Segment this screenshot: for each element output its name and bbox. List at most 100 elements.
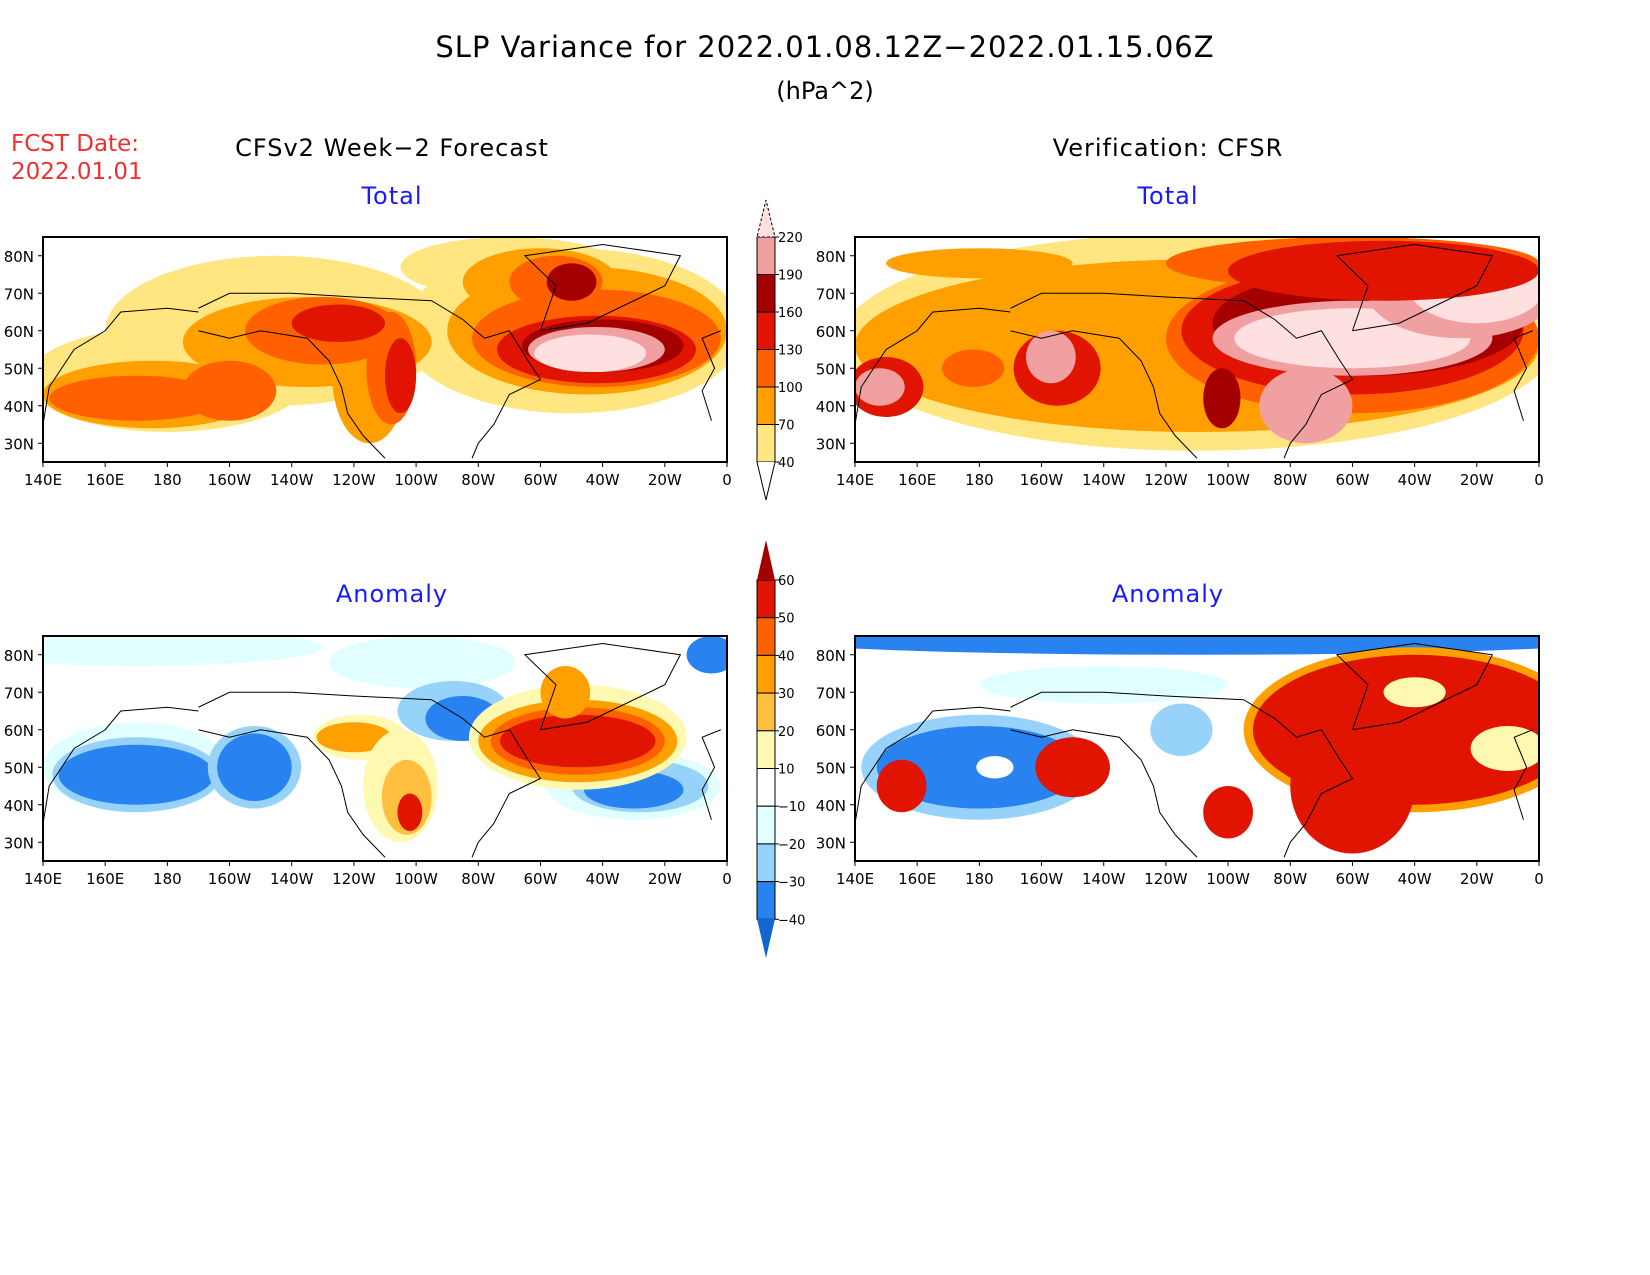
lon-tick-label: 100W xyxy=(1206,870,1250,888)
colorbar-swatch xyxy=(756,236,776,275)
lat-tick-label: 50N xyxy=(4,759,34,777)
lat-tick-label: 30N xyxy=(4,834,34,852)
lon-tick-label: 40W xyxy=(586,870,620,888)
figure-title: SLP Variance for 2022.01.08.12Z−2022.01.… xyxy=(435,30,1215,64)
lon-tick-label: 0 xyxy=(1534,870,1544,888)
contour-region xyxy=(1203,786,1253,839)
colorbar-swatch xyxy=(756,881,776,920)
lon-tick-label: 180 xyxy=(153,870,182,888)
contour-region xyxy=(855,368,905,406)
colorbar-label: 220 xyxy=(778,231,803,246)
colorbar-label: 10 xyxy=(778,763,795,778)
lon-tick-label: 120W xyxy=(1144,870,1188,888)
contour-region xyxy=(1026,330,1076,384)
lon-tick-label: 60W xyxy=(1335,471,1369,489)
contour-region xyxy=(58,744,215,805)
contour-region xyxy=(686,636,727,674)
contour-region xyxy=(1150,703,1213,756)
coastline xyxy=(198,729,386,858)
lon-tick-label: 140W xyxy=(1082,471,1126,489)
coastline xyxy=(1513,729,1533,820)
verification-total-map xyxy=(855,237,1539,462)
lon-tick-label: 80W xyxy=(1273,870,1307,888)
forecast-anomaly-frame xyxy=(42,635,728,862)
lat-tick-label: 80N xyxy=(816,647,846,665)
contour-region xyxy=(534,334,647,372)
colorbar-top-triangle xyxy=(757,540,775,580)
lat-tick-label: 70N xyxy=(4,285,34,303)
lat-tick-label: 40N xyxy=(4,797,34,815)
contour-region xyxy=(500,714,656,768)
verification-total-label: Total xyxy=(1137,182,1199,210)
forecast-total-map xyxy=(43,237,727,462)
colorbar-swatch xyxy=(756,805,776,845)
colorbar-label: 130 xyxy=(778,344,803,359)
fcst-date-label: FCST Date: xyxy=(11,131,139,157)
lon-tick-label: 40W xyxy=(1398,471,1432,489)
contour-region xyxy=(1470,726,1539,771)
contour-region xyxy=(979,666,1229,704)
lon-tick-label: 140E xyxy=(836,870,874,888)
lon-tick-label: 20W xyxy=(1460,471,1494,489)
lon-tick-label: 120W xyxy=(332,870,376,888)
lat-tick-label: 70N xyxy=(4,684,34,702)
lon-tick-label: 60W xyxy=(1335,870,1369,888)
contour-region xyxy=(942,349,1005,387)
contour-region xyxy=(1203,368,1241,429)
coastline xyxy=(1010,691,1354,858)
colorbar-label: 100 xyxy=(778,381,803,396)
colorbar-label: −20 xyxy=(778,838,805,853)
colorbar-swatch xyxy=(756,311,776,350)
coastline xyxy=(43,706,199,824)
lon-tick-label: 180 xyxy=(965,471,994,489)
coastline xyxy=(1010,330,1198,459)
verification-anomaly-map xyxy=(855,636,1539,861)
colorbar-label: 160 xyxy=(778,306,803,321)
contour-region xyxy=(291,304,386,342)
lon-tick-label: 120W xyxy=(1144,471,1188,489)
lon-tick-label: 120W xyxy=(332,471,376,489)
colorbar-bottom-triangle xyxy=(757,919,775,958)
coastline xyxy=(523,642,682,731)
colorbar-label: 60 xyxy=(778,574,795,589)
lon-tick-label: 140E xyxy=(24,471,62,489)
lat-tick-label: 60N xyxy=(816,323,846,341)
lat-tick-label: 40N xyxy=(816,398,846,416)
colorbar-swatch xyxy=(756,349,776,388)
lon-tick-label: 140E xyxy=(24,870,62,888)
lon-tick-label: 160E xyxy=(898,471,936,489)
lon-tick-label: 140W xyxy=(1082,870,1126,888)
coastline xyxy=(198,330,386,459)
lon-tick-label: 100W xyxy=(394,471,438,489)
verification-anomaly-label: Anomaly xyxy=(1111,580,1225,608)
lat-tick-label: 80N xyxy=(4,248,34,266)
coastline xyxy=(1010,292,1354,459)
colorbar-swatch xyxy=(756,654,776,694)
forecast-anomaly-label: Anomaly xyxy=(335,580,449,608)
contour-region xyxy=(1035,737,1110,798)
fcst-date-value: 2022.01.01 xyxy=(11,159,143,185)
contour-region xyxy=(43,636,323,666)
colorbar-swatch xyxy=(756,768,776,807)
contour-region xyxy=(886,248,1073,279)
lon-tick-label: 20W xyxy=(648,471,682,489)
colorbar-label: −10 xyxy=(778,800,805,815)
lat-tick-label: 50N xyxy=(816,759,846,777)
lon-tick-label: 100W xyxy=(1206,471,1250,489)
lat-tick-label: 60N xyxy=(816,722,846,740)
colorbar-label: −40 xyxy=(778,913,805,928)
coastline xyxy=(1010,729,1198,858)
lon-tick-label: 80W xyxy=(1273,471,1307,489)
coastline xyxy=(855,706,1011,824)
coastline xyxy=(523,243,682,332)
lat-tick-label: 80N xyxy=(816,248,846,266)
contour-region xyxy=(397,793,423,831)
lat-tick-label: 40N xyxy=(816,797,846,815)
colorbar-swatch xyxy=(756,617,776,656)
colorbar-label: 50 xyxy=(778,612,795,627)
colorbar-top-triangle xyxy=(756,199,776,238)
lon-tick-label: 40W xyxy=(586,471,620,489)
colorbar-label: 40 xyxy=(778,456,795,471)
colorbar-label: 30 xyxy=(778,687,795,702)
